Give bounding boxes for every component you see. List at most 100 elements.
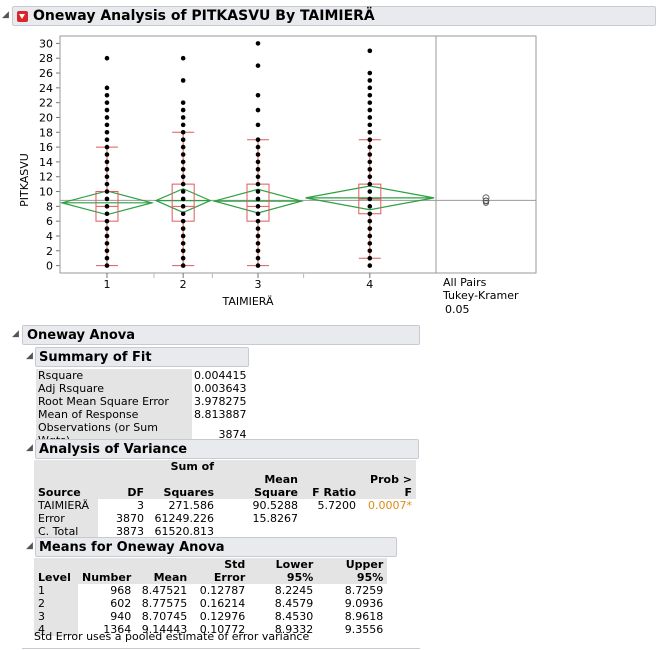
anova-cell-p: 0.0007* <box>368 499 412 512</box>
means-cell-level: 1 <box>34 584 78 597</box>
data-point <box>367 48 373 54</box>
col-mean-square: Mean Square <box>218 473 302 499</box>
x-tick-label: 2 <box>180 278 187 291</box>
data-point <box>367 137 373 142</box>
col-level: Level <box>34 558 78 584</box>
y-tick-label: 30 <box>39 37 53 50</box>
summary-row: Mean of Response 8.813887 <box>36 408 249 421</box>
y-tick-label: 10 <box>39 186 53 199</box>
x-tick-label: 4 <box>366 278 373 291</box>
summary-of-fit-header[interactable]: Summary of Fit <box>35 347 249 367</box>
means-cell-upper: 9.3556 <box>344 623 384 636</box>
data-point <box>104 107 110 113</box>
means-cell-lower: 8.9332 <box>274 623 314 636</box>
anova-cell-df: 3873 <box>116 525 144 538</box>
summary-value: 3874 <box>218 427 247 441</box>
data-point <box>367 196 373 202</box>
y-tick-label: 22 <box>39 97 53 110</box>
col-df: DF <box>98 473 148 499</box>
plot-frame <box>59 35 437 274</box>
anova-cell-f <box>302 512 360 525</box>
data-point <box>367 211 373 217</box>
data-point <box>180 196 186 202</box>
x-tick-label: 1 <box>103 278 110 291</box>
disclosure-icon[interactable]: ◢ <box>26 541 33 551</box>
summary-of-fit-title: Summary of Fit <box>39 349 152 365</box>
disclosure-icon[interactable]: ◢ <box>26 443 33 453</box>
y-tick-label: 4 <box>46 230 53 243</box>
means-cell-number: 940 <box>110 610 132 623</box>
y-tick-label: 24 <box>39 82 53 95</box>
means-cell-upper: 9.0936 <box>344 597 384 610</box>
data-point <box>180 78 186 83</box>
data-point <box>367 255 373 261</box>
col-f-ratio: F Ratio <box>302 473 360 499</box>
data-point <box>180 144 186 150</box>
data-point <box>255 41 261 46</box>
means-cell-number: 968 <box>110 584 132 597</box>
data-point <box>367 144 373 150</box>
data-point <box>367 226 373 231</box>
data-point <box>104 248 110 254</box>
data-point <box>367 241 373 246</box>
means-table: Level Number Mean Std Error Lower 95% Up… <box>34 558 388 636</box>
data-point <box>367 174 373 180</box>
data-point <box>367 115 373 120</box>
means-row: 1 968 8.47521 0.12787 8.2245 8.7259 <box>34 584 387 597</box>
oneway-anova-title: Oneway Anova <box>27 327 135 343</box>
data-point <box>104 55 110 61</box>
data-point <box>180 255 186 261</box>
means-header[interactable]: Means for Oneway Anova <box>35 537 397 557</box>
data-point <box>180 107 186 113</box>
data-point <box>104 152 110 157</box>
data-point <box>255 159 261 165</box>
data-point <box>255 218 261 224</box>
col-number: Number <box>78 558 136 584</box>
data-point <box>180 241 186 246</box>
means-cell-mean: 8.77575 <box>141 597 188 610</box>
means-cell-lower: 8.2245 <box>274 584 314 597</box>
data-point <box>255 174 261 180</box>
disclosure-icon[interactable]: ◢ <box>26 351 33 361</box>
data-point <box>367 204 373 209</box>
data-point <box>104 233 110 239</box>
anova-cell-source: Error <box>34 512 98 525</box>
data-point <box>180 152 186 157</box>
data-point <box>255 181 261 187</box>
compare-circles-frame <box>435 35 537 274</box>
data-point <box>255 92 261 98</box>
data-point <box>104 100 110 105</box>
data-point <box>104 218 110 224</box>
data-point <box>255 211 261 217</box>
plot-marks <box>59 41 536 268</box>
disclosure-icon[interactable]: ◢ <box>12 329 19 339</box>
red-triangle-menu-icon[interactable] <box>17 10 28 22</box>
means-row: 4 1364 9.14443 0.10772 8.9332 9.3556 <box>34 623 387 636</box>
y-tick-label: 6 <box>46 215 53 228</box>
data-point <box>255 189 261 194</box>
anova-row: TAIMIERÄ 3 271.586 90.5288 5.7200 0.0007* <box>34 499 416 512</box>
data-point <box>255 196 261 202</box>
data-point <box>104 92 110 98</box>
data-point <box>367 122 373 128</box>
data-point <box>104 174 110 180</box>
analysis-of-variance-header[interactable]: Analysis of Variance <box>35 439 419 459</box>
oneway-anova-header[interactable]: Oneway Anova <box>22 325 420 345</box>
data-point <box>180 263 186 268</box>
data-point <box>367 167 373 172</box>
summary-value: 8.813887 <box>194 408 247 421</box>
y-tick-label: 16 <box>39 141 53 154</box>
y-tick-label: 2 <box>46 245 53 258</box>
data-point <box>367 92 373 98</box>
data-point <box>180 159 186 165</box>
data-point <box>104 189 110 194</box>
col-squares: Squares <box>148 473 218 499</box>
data-point <box>180 122 186 128</box>
disclosure-icon[interactable]: ◢ <box>2 10 9 20</box>
data-point <box>180 115 186 120</box>
anova-row: C. Total 3873 61520.813 <box>34 525 416 538</box>
x-axis-label: TAIMIERÄ <box>221 295 274 308</box>
summary-label: Root Mean Square Error <box>36 395 192 408</box>
oneway-analysis-header[interactable]: Oneway Analysis of PITKASVU By TAIMIERÄ <box>12 6 656 26</box>
